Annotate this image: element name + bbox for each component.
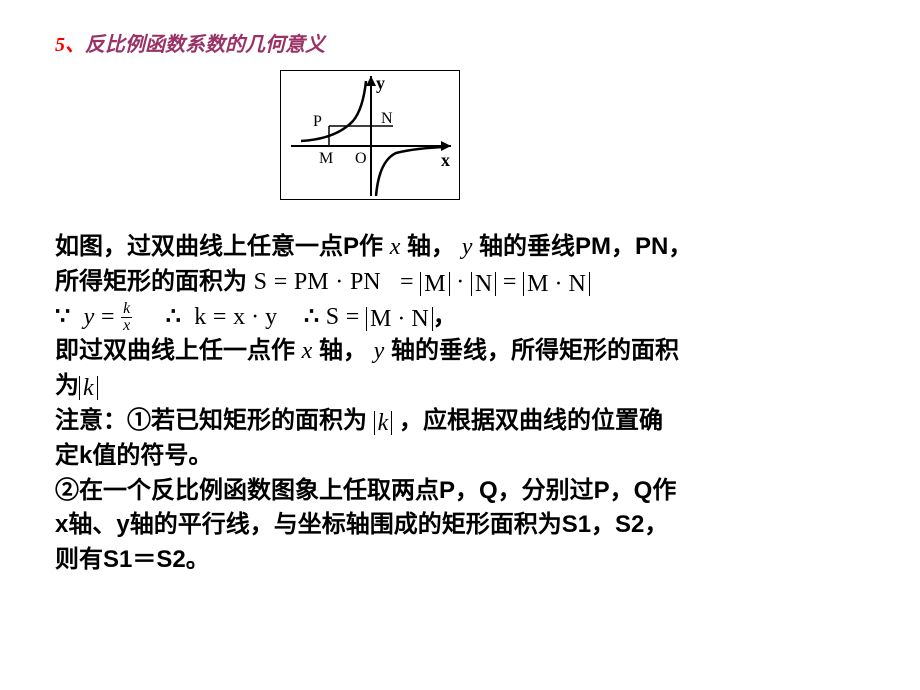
label-O: O — [355, 150, 367, 167]
line-8: ②在一个反比例函数图象上任取两点P，Q，分别过P，Q作 — [55, 474, 865, 509]
hyperbola-diagram: P N M O x y — [280, 70, 460, 200]
dot: · — [456, 269, 464, 295]
line-5: 为k — [55, 369, 865, 404]
eq: = — [274, 269, 288, 295]
eq-PN: PN — [350, 269, 381, 295]
t: 所得矩形的面积为 — [55, 268, 247, 295]
t: 如图，过双曲线上任意一点P作 — [55, 233, 383, 260]
line-10: 则有S1＝S2。 — [55, 543, 865, 578]
abs-MN: M · N — [527, 271, 586, 297]
t: 即过双曲线上任一点作 — [55, 337, 295, 364]
label-x: x — [441, 150, 450, 170]
abs-k: k — [378, 410, 389, 436]
t: 轴， — [319, 337, 367, 364]
fraction: k x — [121, 301, 132, 334]
t: 注意：①若已知矩形的面积为 — [55, 407, 367, 434]
section-number: 5、 — [55, 34, 85, 56]
label-P: P — [313, 113, 322, 130]
abs-N: N — [475, 271, 492, 297]
section-title: 反比例函数系数的几何意义 — [85, 34, 325, 56]
line-4: 即过双曲线上任一点作 x 轴， y 轴的垂线，所得矩形的面积 — [55, 334, 865, 369]
var-y: y — [462, 234, 473, 260]
line-3: ∵ y = k x ∴ k = x · y ∴ S = M · N， — [55, 300, 865, 335]
t: 轴， — [407, 233, 455, 260]
eq: = — [503, 269, 517, 295]
abs-MN: M · N — [370, 306, 429, 332]
var-k: k — [194, 304, 206, 330]
eq: = — [400, 269, 414, 295]
eq: = — [346, 304, 360, 330]
var-x: x — [390, 234, 401, 260]
eq-S: S — [326, 304, 339, 330]
t: ，应根据双曲线的位置确 — [399, 407, 663, 434]
t: 轴的垂线，所得矩形的面积 — [391, 337, 679, 364]
line-6: 注意：①若已知矩形的面积为 k ，应根据双曲线的位置确 — [55, 404, 865, 439]
eq: = — [213, 304, 227, 330]
frac-den: x — [121, 318, 132, 334]
label-y: y — [376, 73, 385, 93]
eq-PM: PM — [294, 269, 329, 295]
label-M: M — [319, 150, 333, 167]
eq-xy: x · y — [233, 304, 277, 330]
therefore-icon: ∴ — [166, 304, 181, 330]
eq-S: S — [254, 269, 267, 295]
abs-M: M — [424, 271, 445, 297]
label-N: N — [381, 110, 393, 127]
line-2: 所得矩形的面积为 S = PM · PN = M · N = M · N — [55, 265, 865, 300]
var-y: y — [374, 338, 385, 364]
abs-k: k — [83, 375, 94, 401]
line-1: 如图，过双曲线上任意一点P作 x 轴， y 轴的垂线PM，PN， — [55, 230, 865, 265]
therefore-icon: ∴ — [304, 304, 319, 330]
t: 轴的垂线PM，PN， — [479, 233, 692, 260]
var-y: y — [84, 304, 95, 330]
var-x: x — [302, 338, 313, 364]
dot: · — [335, 269, 343, 295]
line-7: 定k值的符号。 — [55, 439, 865, 474]
because-icon: ∵ — [55, 304, 70, 330]
comma: ， — [433, 303, 457, 330]
body-text: 如图，过双曲线上任意一点P作 x 轴， y 轴的垂线PM，PN， 所得矩形的面积… — [55, 230, 865, 578]
eq: = — [101, 304, 115, 330]
t: 为 — [55, 372, 79, 399]
frac-num: k — [121, 301, 132, 318]
section-header: 5、反比例函数系数的几何意义 — [55, 28, 325, 57]
line-9: x轴、y轴的平行线，与坐标轴围成的矩形面积为S1，S2， — [55, 508, 865, 543]
